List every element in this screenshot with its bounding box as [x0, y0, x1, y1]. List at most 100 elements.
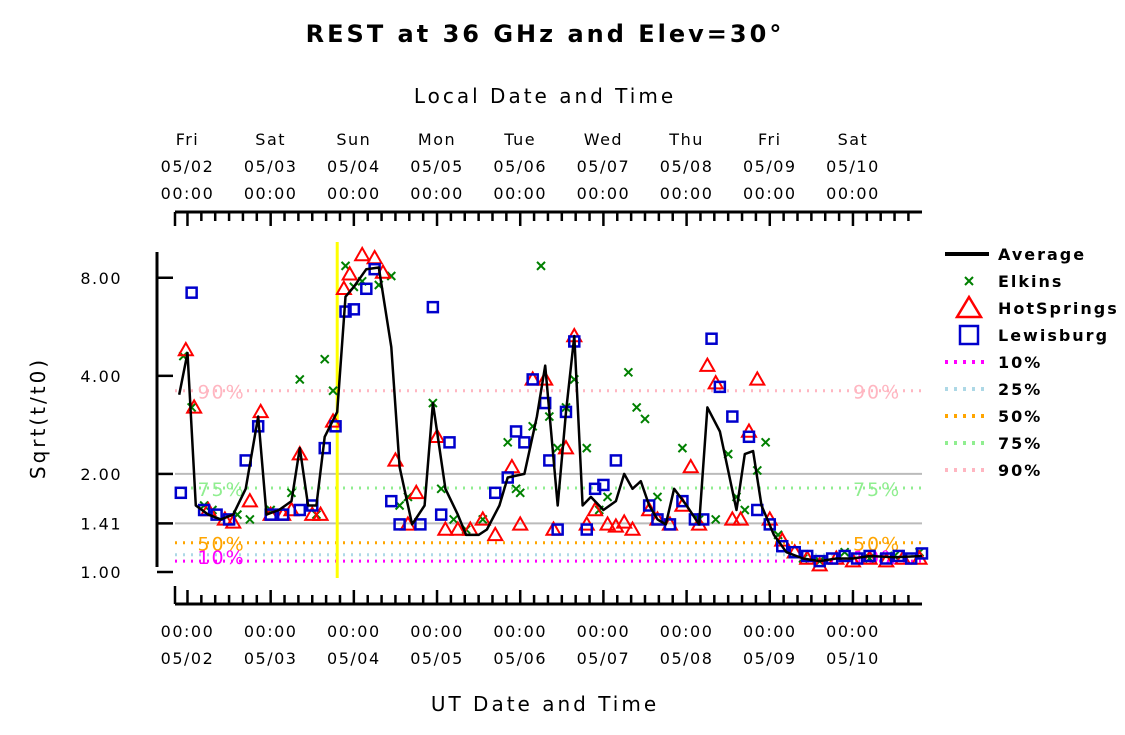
elkins-point-33-b [582, 443, 592, 453]
legend-percentile-2-label: 50% [998, 407, 1042, 426]
bottom-tick-time-4: 00:00 [493, 622, 547, 641]
elkins-point-25-b [511, 484, 521, 494]
hotsprings-point-23 [436, 520, 455, 536]
lewisburg-point-15 [360, 282, 373, 296]
lewisburg-point-38 [651, 513, 664, 526]
hotsprings-point-24 [449, 520, 467, 536]
elkins-point-37 [631, 402, 642, 413]
lewisburg-point-35 [597, 478, 610, 492]
elkins-point-47-b [760, 437, 771, 448]
top-tick-day-6: Thu [668, 130, 704, 149]
lewisburg-point-9 [293, 503, 307, 517]
legend-elkins-item: Elkins [964, 272, 1061, 291]
bottom-tick-date-5: 05/07 [577, 649, 631, 668]
lewisburg-point-22 [443, 436, 456, 449]
lewisburg-point-49 [775, 539, 789, 553]
legend-elkins-swatch [964, 276, 974, 286]
percentile-label-1: 75% [197, 479, 245, 501]
elkins-point-45 [740, 505, 750, 515]
legend-percentile-0-label: 10% [998, 353, 1042, 372]
bottom-tick-time-8: 00:00 [826, 622, 880, 641]
bottom-tick-time-6: 00:00 [660, 622, 714, 641]
top-tick-time-3: 00:00 [410, 184, 464, 203]
elkins-point-35-b [602, 492, 613, 502]
elkins-point-42-b [710, 514, 721, 525]
elkins-point-40-b [677, 443, 688, 453]
hotsprings-point-39 [615, 513, 633, 529]
hotsprings-point-29 [511, 515, 529, 531]
percentile-label-2: 50% [197, 534, 245, 556]
bottom-tick-time-7: 00:00 [743, 622, 797, 641]
legend-percentile-3-label: 75% [998, 434, 1042, 453]
lewisburg-point-51 [800, 549, 814, 563]
top-tick-date-5: 05/07 [577, 157, 631, 176]
hotsprings-point-31 [536, 370, 554, 386]
bottom-tick-time-1: 00:00 [244, 622, 298, 641]
elkins-point-37-b [631, 402, 642, 413]
top-tick-day-3: Mon [418, 130, 456, 149]
legend: Average Elkins HotSprings Lewisburg 10% 25% 50… [945, 245, 1119, 480]
legend-percentile-2-item: 50% [945, 407, 1042, 426]
series-hotsprings [177, 245, 929, 572]
elkins-point-26 [515, 488, 525, 498]
hotsprings-point-10 [291, 445, 309, 461]
elkins-point-42 [710, 514, 721, 525]
legend-percentile-4-item: 90% [945, 461, 1040, 480]
legend-lewisburg-item: Lewisburg [958, 324, 1107, 346]
hotsprings-point-40 [623, 520, 642, 536]
elkins-point-33 [582, 443, 592, 453]
top-tick-date-1: 05/03 [244, 157, 298, 176]
bottom-tick-date-0: 05/02 [161, 649, 215, 668]
hotsprings-point-57 [810, 556, 829, 572]
elkins-point-8-b [295, 374, 305, 385]
legend-lewisburg-swatch [958, 324, 980, 346]
elkins-point-28-b [536, 261, 546, 271]
bottom-tick-date-2: 05/04 [327, 649, 381, 668]
lewisburg-point-27 [526, 373, 539, 386]
lewisburg-point-2 [197, 503, 211, 517]
elkins-point-38-b [640, 414, 650, 424]
percentile-label-0: 90% [197, 382, 245, 404]
legend-elkins-swatch-b [964, 276, 974, 286]
top-tick-day-8: Sat [838, 130, 869, 149]
bottom-tick-time-2: 00:00 [327, 622, 381, 641]
elkins-point-10 [320, 354, 330, 364]
bottom-tick-date-1: 05/03 [244, 649, 298, 668]
elkins-point-8 [295, 374, 305, 385]
elkins-point-21-b [448, 514, 459, 525]
lewisburg-point-43 [705, 332, 718, 345]
percentile-label-3: 10% [197, 547, 245, 569]
top-axis-title: Local Date and Time [414, 84, 676, 108]
top-tick-day-1: Sat [255, 130, 286, 149]
series-layer [174, 245, 929, 572]
lewisburg-point-19 [414, 518, 427, 531]
elkins-point-24 [503, 437, 513, 448]
top-tick-time-1: 00:00 [244, 184, 298, 203]
legend-hotsprings-label: HotSprings [998, 299, 1119, 318]
elkins-point-45-b [740, 505, 750, 515]
hotsprings-point-11 [303, 505, 321, 521]
top-tick-date-8: 05/10 [826, 157, 880, 176]
legend-percentile-0-item: 10% [945, 353, 1042, 372]
top-tick-date-4: 05/06 [493, 157, 547, 176]
y-tick-label-3: 1.41 [80, 514, 122, 533]
hotsprings-point-52 [748, 370, 767, 386]
bottom-axis-title: UT Date and Time [431, 692, 659, 716]
bottom-tick-time-0: 00:00 [161, 622, 215, 641]
hotsprings-point-33 [557, 439, 575, 455]
chart-title: REST at 36 GHz and Elev=30° [306, 20, 785, 48]
hotsprings-point-37 [598, 515, 617, 531]
hotsprings-point-47 [698, 356, 717, 372]
y-axis-ticks: 8.00 4.00 2.00 1.41 1.00 [80, 269, 173, 582]
hotsprings-point-21 [407, 483, 425, 500]
bottom-tick-date-4: 05/06 [493, 649, 547, 668]
bottom-tick-time-5: 00:00 [577, 622, 631, 641]
top-tick-date-6: 05/08 [660, 157, 714, 176]
elkins-point-21 [448, 514, 459, 525]
top-tick-day-2: Sun [336, 130, 371, 149]
lewisburg-point-14 [347, 303, 361, 316]
bottom-tick-date-3: 05/05 [410, 649, 464, 668]
top-tick-day-0: Fri [176, 130, 200, 149]
lewisburg-point-26 [518, 436, 531, 449]
